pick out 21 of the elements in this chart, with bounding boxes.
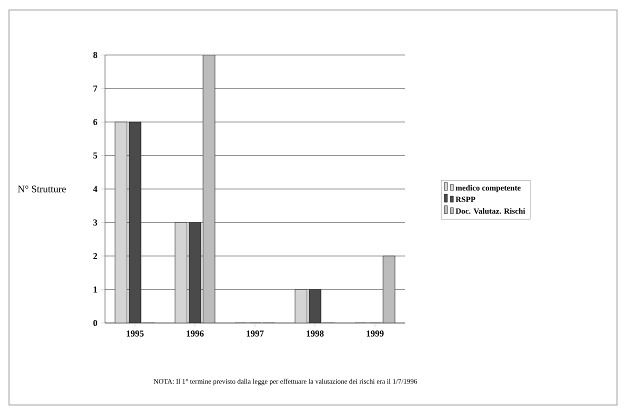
bar — [129, 122, 141, 323]
x-tick-label: 1997 — [246, 330, 264, 337]
y-tick-label: 3 — [93, 219, 98, 226]
y-tick-label: 6 — [93, 118, 98, 126]
bar — [175, 222, 188, 323]
bar — [202, 55, 215, 323]
y-tick-label: 7 — [94, 86, 98, 92]
y-axis-title: N° Strutture — [18, 186, 66, 192]
y-tick-label: 2 — [93, 253, 98, 259]
x-tick-label: 1995 — [126, 330, 144, 337]
x-tick-label: 1996 — [186, 330, 204, 337]
y-tick-label: 8 — [93, 52, 98, 58]
x-tick-label: 1999 — [366, 330, 384, 337]
y-tick-label: 1 — [94, 286, 98, 292]
bar — [189, 222, 202, 323]
x-tick-label: 1998 — [306, 330, 324, 337]
bar — [382, 256, 396, 323]
y-tick-label: 4 — [93, 186, 98, 192]
y-tick-label: 5 — [93, 152, 98, 158]
bar — [115, 122, 128, 323]
y-tick-label: 0 — [93, 320, 98, 326]
